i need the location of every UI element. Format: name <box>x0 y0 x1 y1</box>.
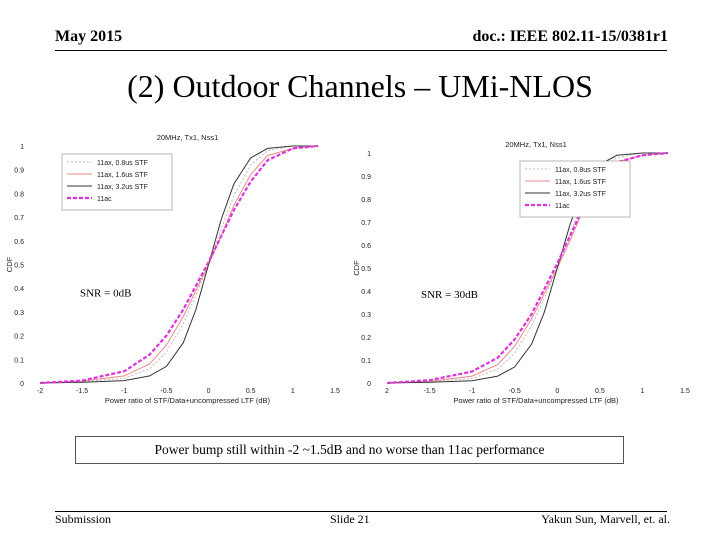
y-tick-label: 0.5 <box>361 266 371 273</box>
y-tick-label: 1 <box>20 144 24 151</box>
snr-annotation: SNR = 30dB <box>421 289 478 301</box>
chart-snr-30db: 0 0.1 0.2 0.3 0.4 0.5 0.6 0.7 0.8 0.9 1 2 -1.5 -1 -0.5… <box>352 133 702 418</box>
y-tick-label: 0.5 <box>14 263 24 270</box>
y-tick-label: 0.9 <box>361 174 371 181</box>
legend-label: 11ac <box>555 203 570 210</box>
note-box: Power bump still within -2 ~1.5dB and no… <box>75 436 624 464</box>
legend-label: 11ax, 0.8us STF <box>97 160 148 167</box>
slide-title: (2) Outdoor Channels – UMi-NLOS <box>127 68 593 104</box>
y-tick-label: 0.3 <box>361 312 371 319</box>
x-tick-label: 1.5 <box>680 388 690 395</box>
header-date: May 2015 <box>55 28 123 45</box>
x-axis-label: Power ratio of STF/Data+uncompressed LTF… <box>105 396 271 405</box>
y-tick-label: 0.4 <box>361 289 371 296</box>
header-rule <box>55 50 667 51</box>
footer-slide-number: Slide 21 <box>330 512 370 526</box>
legend-label: 11ax, 3.2us STF <box>555 191 606 198</box>
chart-title: 20MHz, Tx1, Nss1 <box>505 140 567 149</box>
y-tick-label: 0 <box>20 381 24 388</box>
footer-submission: Submission <box>55 512 112 526</box>
x-tick-label: 0 <box>555 388 559 395</box>
x-tick-label: -1 <box>121 388 127 395</box>
series-line-4 <box>39 144 319 385</box>
y-tick-label: 0.1 <box>361 358 371 365</box>
x-tick-label: 2 <box>385 388 389 395</box>
y-axis-label: CDF <box>5 256 14 272</box>
x-tick-label: 1 <box>291 388 295 395</box>
x-tick-label: -0.5 <box>509 388 521 395</box>
y-tick-label: 0.3 <box>14 310 24 317</box>
legend-box <box>61 153 173 211</box>
legend-label: 11ax, 3.2us STF <box>97 184 148 191</box>
x-tick-label: 1 <box>640 388 644 395</box>
series-line-3 <box>39 145 319 384</box>
y-tick-label: 0 <box>367 381 371 388</box>
chart-snr-0db: 0 0.1 0.2 0.3 0.4 0.5 0.6 0.7 0.8 0.9 1 -2 -1.5 -1 -0.… <box>0 128 350 418</box>
y-axis-label: CDF <box>352 260 361 276</box>
y-tick-label: 0.4 <box>14 286 24 293</box>
y-tick-label: 0.2 <box>14 334 24 341</box>
y-tick-label: 0.8 <box>361 197 371 204</box>
snr-annotation: SNR = 0dB <box>80 287 131 299</box>
y-tick-label: 1 <box>367 151 371 158</box>
legend-box <box>519 160 631 218</box>
header-doc-id: doc.: IEEE 802.11-15/0381r1 <box>472 28 668 45</box>
x-axis-label: Power ratio of STF/Data+uncompressed LTF… <box>453 396 619 405</box>
series-line-1 <box>39 145 319 384</box>
legend-label: 11ac <box>97 196 112 203</box>
y-tick-label: 0.9 <box>14 168 24 175</box>
y-tick-label: 0.2 <box>361 335 371 342</box>
y-tick-label: 0.6 <box>361 243 371 250</box>
x-tick-label: 0.5 <box>246 388 256 395</box>
chart-svg: 0 0.1 0.2 0.3 0.4 0.5 0.6 0.7 0.8 0.9 1 -2 -1.5 -1 -0.… <box>5 133 340 405</box>
legend-label: 11ax, 1.6us STF <box>97 172 148 179</box>
x-tick-label: -2 <box>37 388 43 395</box>
series-line-3 <box>386 152 668 384</box>
x-tick-label: 0 <box>207 388 211 395</box>
footer-authors: Yakun Sun, Marvell, et. al. <box>541 512 670 526</box>
x-tick-label: 0.5 <box>595 388 605 395</box>
y-tick-label: 0.7 <box>14 215 24 222</box>
y-tick-label: 0.7 <box>361 220 371 227</box>
y-tick-label: 0.8 <box>14 191 24 198</box>
series-line-2 <box>39 145 319 384</box>
x-tick-label: -1.5 <box>424 388 436 395</box>
chart-title: 20MHz, Tx1, Nss1 <box>157 133 219 142</box>
legend-label: 11ax, 0.8us STF <box>555 167 606 174</box>
y-tick-label: 0.1 <box>14 357 24 364</box>
series-line-1 <box>386 152 668 384</box>
y-tick-label: 0.6 <box>14 239 24 246</box>
legend-label: 11ax, 1.6us STF <box>555 179 606 186</box>
x-tick-label: -1.5 <box>76 388 88 395</box>
x-tick-label: 1.5 <box>330 388 340 395</box>
footer-rule <box>55 511 667 512</box>
x-tick-label: -1 <box>469 388 475 395</box>
chart-svg: 0 0.1 0.2 0.3 0.4 0.5 0.6 0.7 0.8 0.9 1 2 -1.5 -1 -0.5… <box>352 140 690 405</box>
x-tick-label: -0.5 <box>160 388 172 395</box>
